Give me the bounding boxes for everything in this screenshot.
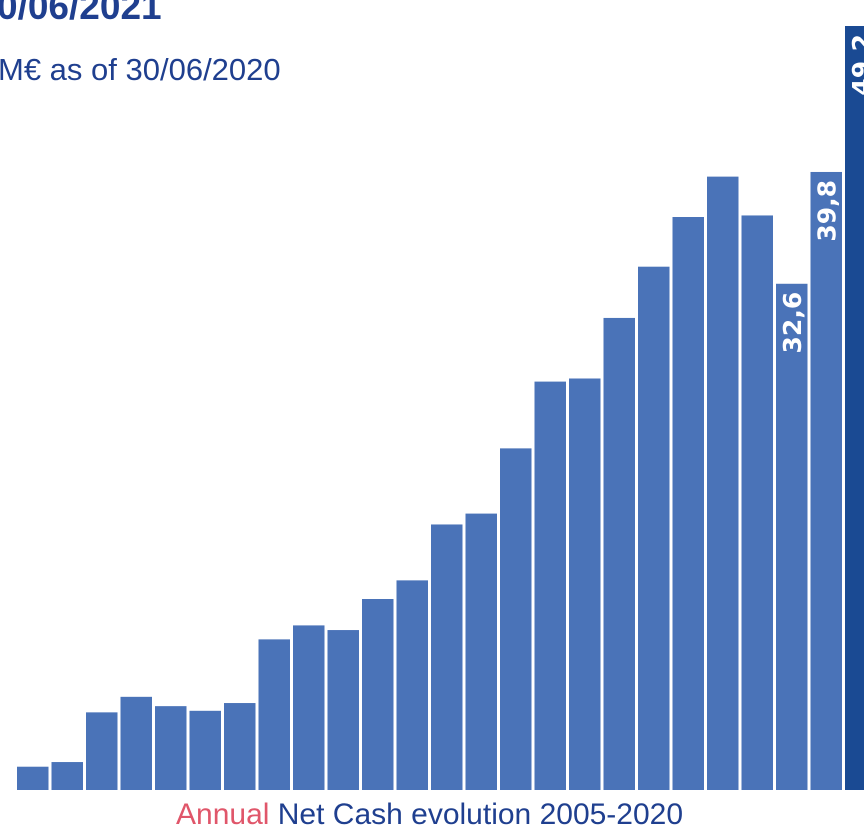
bar-22 [741,215,773,791]
bar-8 [258,639,290,790]
bar-18 [603,317,635,790]
bar-9 [293,625,325,790]
bar-2 [51,762,83,790]
caption-text: Net Cash evolution 2005-2020 [269,798,684,831]
bar-16 [534,381,566,790]
bar-15 [500,448,532,790]
bar-20 [672,217,704,790]
bar-6 [189,710,221,790]
chart-title: 0/06/2021 [0,0,162,27]
bar-7 [224,703,256,790]
bar-17 [569,378,601,790]
bar-25 [845,26,864,790]
bar-5 [155,706,187,790]
chart-caption: Annual Net Cash evolution 2005-2020 [176,798,683,832]
bar-label-24: 39,8 [812,180,841,242]
bar-19 [638,266,670,791]
bar-24 [810,171,842,791]
bar-23 [776,283,808,790]
bar-4 [120,696,152,790]
bar-21 [707,176,739,790]
bar-12 [396,580,428,790]
bar-3 [86,712,118,790]
bar-11 [362,599,394,790]
bar-14 [465,513,497,790]
chart-subtitle: M€ as of 30/06/2020 [0,52,281,87]
bar-13 [431,524,463,790]
bar-label-25: 49,2 [847,34,864,96]
bar-label-23: 32,6 [778,292,807,354]
bar-10 [327,630,359,790]
caption-highlight: Annual [176,798,270,831]
bar-1 [17,766,49,790]
